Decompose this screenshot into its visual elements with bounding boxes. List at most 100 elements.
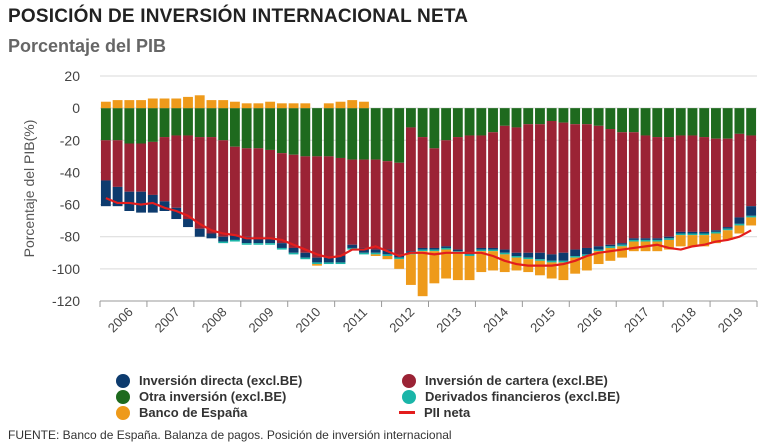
y-tick-label: 20: [64, 68, 80, 84]
bar-segment: [300, 108, 311, 157]
bar-segment: [429, 249, 440, 252]
bar-segment: [452, 108, 463, 138]
bar-segment: [194, 228, 205, 237]
bar-segment: [323, 257, 334, 263]
bar-segment: [722, 108, 733, 139]
bar-segment: [124, 191, 135, 211]
x-tick-label: 2015: [527, 304, 558, 335]
y-tick-label: -120: [52, 293, 80, 309]
legend-item-derivados[interactable]: Derivados financieros (excl.BE): [402, 389, 620, 404]
bar-segment: [300, 103, 311, 109]
bar-segment: [347, 159, 358, 245]
bar-segment: [335, 101, 346, 109]
bar-segment: [464, 108, 475, 136]
bar-segment: [253, 148, 264, 239]
bar-segment: [335, 108, 346, 158]
legend-swatch: [402, 373, 416, 388]
bar-segment: [218, 140, 229, 237]
bar-segment: [452, 137, 463, 250]
bar-segment: [159, 201, 170, 211]
bar-segment: [370, 159, 381, 250]
legend-swatch: [116, 373, 130, 388]
bar-segment: [241, 148, 252, 237]
bar-segment: [558, 252, 569, 261]
bar-segment: [370, 108, 381, 160]
bar-segment: [359, 252, 369, 255]
legend-item-otra-inversion[interactable]: Otra inversión (excl.BE): [116, 389, 286, 404]
bar-segment: [300, 156, 311, 253]
x-tick-label: 2014: [480, 304, 511, 335]
bar-segment: [664, 239, 674, 250]
bar-segment: [288, 154, 299, 248]
bar-segment: [253, 108, 264, 149]
bar-segment: [206, 100, 217, 109]
legend-item-inversion-directa[interactable]: Inversión directa (excl.BE): [116, 373, 302, 388]
bar-segment: [476, 247, 487, 250]
bar-segment: [605, 246, 616, 248]
bar-segment: [711, 230, 721, 232]
bar-segment: [640, 238, 651, 240]
bar-segment: [124, 100, 135, 109]
bar-segment: [265, 243, 276, 245]
bar-segment: [535, 260, 545, 276]
bar-segment: [171, 207, 182, 220]
bar-segment: [441, 247, 452, 250]
bar-segment: [488, 108, 498, 133]
bar-segment: [218, 241, 229, 244]
x-tick-label: 2006: [105, 304, 136, 335]
bar-segment: [476, 135, 487, 248]
bar-segment: [593, 246, 604, 250]
legend-item-inversion-cartera[interactable]: Inversión de cartera (excl.BE): [402, 373, 608, 388]
bar-segment: [687, 231, 698, 234]
bar-segment: [253, 243, 264, 245]
bar-segment: [218, 108, 229, 141]
bar-segment: [617, 108, 628, 133]
bar-segment: [312, 156, 322, 258]
pii-neta-line: [105, 197, 752, 267]
bar-segment: [417, 247, 428, 250]
bar-segment: [746, 217, 757, 226]
y-tick-label: -20: [60, 132, 80, 148]
bar-segment: [382, 254, 393, 256]
bar-segment: [429, 247, 440, 250]
bar-segment: [417, 249, 428, 252]
bar-segment: [206, 137, 217, 234]
x-tick-label: 2007: [152, 304, 183, 335]
bar-segment: [394, 162, 405, 255]
bar-segment: [675, 233, 686, 236]
bar-segment: [488, 132, 498, 248]
bar-segment: [347, 108, 358, 160]
bar-segment: [347, 244, 358, 248]
bar-segment: [593, 251, 604, 265]
bar-segment: [417, 108, 428, 138]
bar-segment: [734, 217, 745, 224]
bar-segment: [617, 244, 628, 247]
legend-label: Otra inversión (excl.BE): [139, 389, 287, 404]
bar-segment: [593, 249, 604, 252]
legend-item-pii-neta[interactable]: PII neta: [399, 405, 470, 420]
bar-segment: [687, 233, 698, 236]
bar-segment: [687, 108, 698, 136]
bar-segment: [347, 100, 358, 109]
bar-segment: [546, 121, 557, 255]
bar-segment: [206, 108, 217, 138]
bar-segment: [699, 108, 710, 138]
bar-segment: [312, 108, 322, 157]
bar-segment: [523, 124, 534, 253]
bar-segment: [229, 101, 240, 109]
bar-segment: [335, 262, 346, 265]
bar-segment: [664, 236, 674, 239]
bar-segment: [746, 206, 757, 216]
bar-segment: [288, 108, 299, 155]
x-tick-label: 2011: [340, 305, 370, 335]
bar-segment: [546, 260, 557, 263]
y-tick-label: -40: [60, 164, 80, 180]
bar-segment: [441, 249, 452, 279]
bar-segment: [359, 101, 369, 109]
legend-item-banco-espana[interactable]: Banco de España: [116, 405, 247, 420]
bar-segment: [711, 138, 721, 231]
bar-segment: [488, 249, 498, 252]
bar-segment: [499, 125, 510, 250]
bar-segment: [523, 108, 534, 125]
bar-segment: [382, 108, 393, 162]
